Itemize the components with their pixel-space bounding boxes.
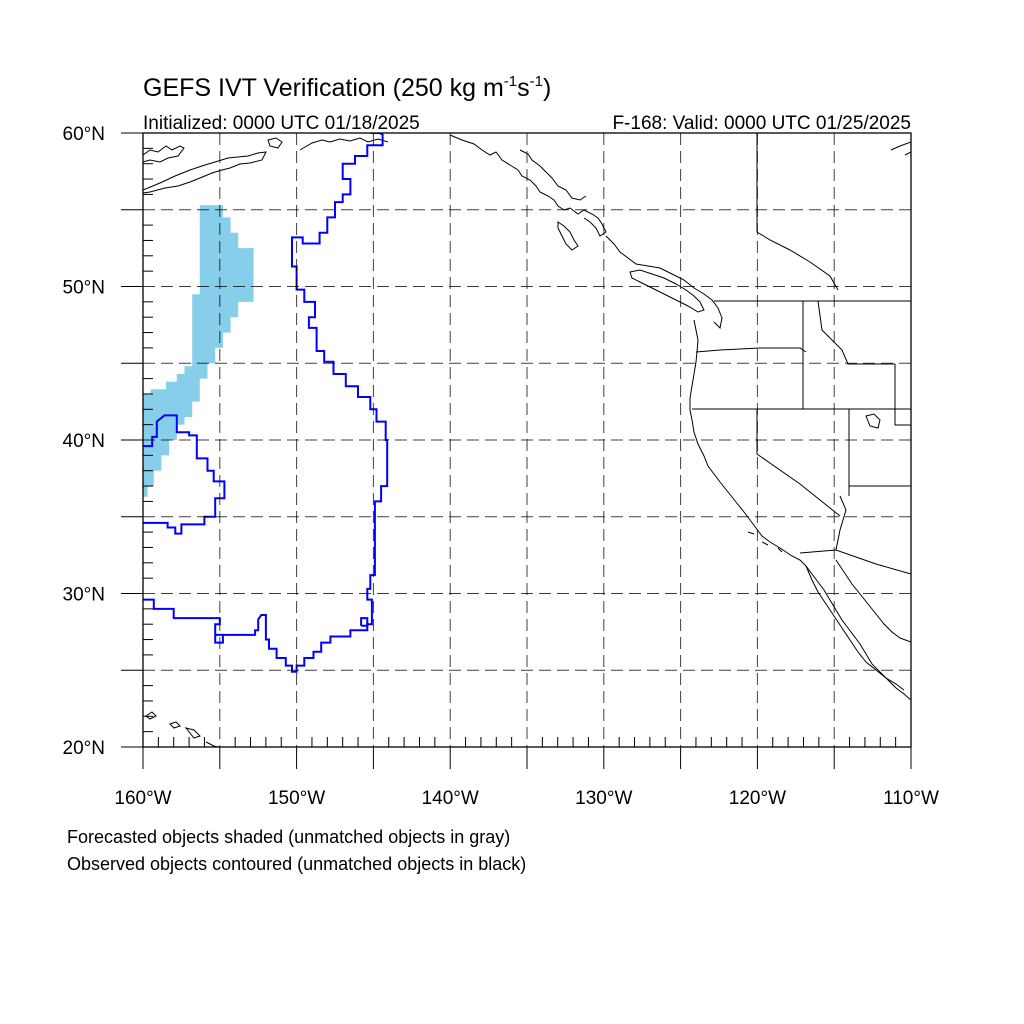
lon-label: 140°W bbox=[422, 788, 479, 809]
latitude-labels: 60°N 50°N 40°N 30°N 20°N bbox=[63, 124, 105, 759]
lat-label: 20°N bbox=[63, 738, 105, 759]
observed-object-contour-1 bbox=[143, 133, 389, 673]
california-nevada-border bbox=[756, 409, 841, 517]
forecast-note: Forecasted objects shaded (unmatched obj… bbox=[67, 827, 510, 847]
vancouver-island bbox=[629, 269, 705, 313]
bc-mainland-coast bbox=[605, 235, 723, 330]
observed-object-contour-3 bbox=[360, 617, 369, 627]
us-mexico-border bbox=[799, 549, 911, 575]
hudson-bay-corner bbox=[890, 141, 911, 156]
colorado-border bbox=[894, 364, 911, 426]
axis-ticks bbox=[121, 132, 912, 769]
initialized-label: Initialized: 0000 UTC 01/18/2025 bbox=[143, 113, 420, 134]
alaska-peninsula bbox=[143, 151, 267, 194]
alaska-panhandle-coast bbox=[449, 134, 607, 237]
alaska-coast-west bbox=[143, 145, 185, 163]
lat-label: 50°N bbox=[63, 278, 105, 299]
lon-label: 130°W bbox=[575, 788, 632, 809]
alaska-south-coast bbox=[299, 137, 389, 151]
hawaii-islands bbox=[145, 711, 219, 747]
channel-islands bbox=[747, 531, 783, 553]
lat-label: 60°N bbox=[63, 124, 105, 145]
lon-label: 110°W bbox=[883, 788, 939, 809]
baja-peninsula bbox=[805, 565, 905, 691]
observed-object-contour-2 bbox=[143, 414, 226, 535]
gulf-of-california-east bbox=[835, 559, 911, 643]
idaho-east-border bbox=[817, 300, 895, 365]
observed-note: Observed objects contoured (unmatched ob… bbox=[67, 854, 526, 874]
title-close: ) bbox=[543, 74, 551, 102]
title-unit-s: s bbox=[517, 74, 530, 102]
title-exponent-1: -1 bbox=[504, 73, 517, 90]
lon-label: 160°W bbox=[114, 788, 171, 809]
graticule bbox=[143, 133, 911, 747]
great-salt-lake bbox=[865, 413, 881, 429]
lat-label: 30°N bbox=[63, 585, 105, 606]
lat-label: 40°N bbox=[63, 431, 105, 452]
washington-oregon-border bbox=[695, 347, 807, 353]
valid-label: F-168: Valid: 0000 UTC 01/25/2025 bbox=[612, 113, 911, 134]
observed-objects bbox=[143, 133, 389, 673]
title-main: GEFS IVT Verification (250 kg m bbox=[143, 74, 504, 102]
coastline-layer bbox=[143, 133, 911, 747]
map-title: GEFS IVT Verification (250 kg m-1s-1) bbox=[143, 73, 551, 102]
kodiak-island bbox=[267, 137, 283, 149]
plot-area bbox=[143, 133, 911, 747]
canada-interior-lines bbox=[756, 133, 839, 291]
california-arizona-border bbox=[835, 495, 847, 551]
title-exponent-2: -1 bbox=[530, 73, 543, 90]
alexander-archipelago bbox=[519, 149, 587, 201]
us-west-coast bbox=[689, 319, 911, 701]
lon-label: 120°W bbox=[729, 788, 786, 809]
haida-gwaii bbox=[557, 221, 579, 251]
longitude-labels: 160°W 150°W 140°W 130°W 120°W 110°W bbox=[114, 788, 939, 809]
forecast-object bbox=[143, 205, 254, 497]
lon-label: 150°W bbox=[268, 788, 325, 809]
